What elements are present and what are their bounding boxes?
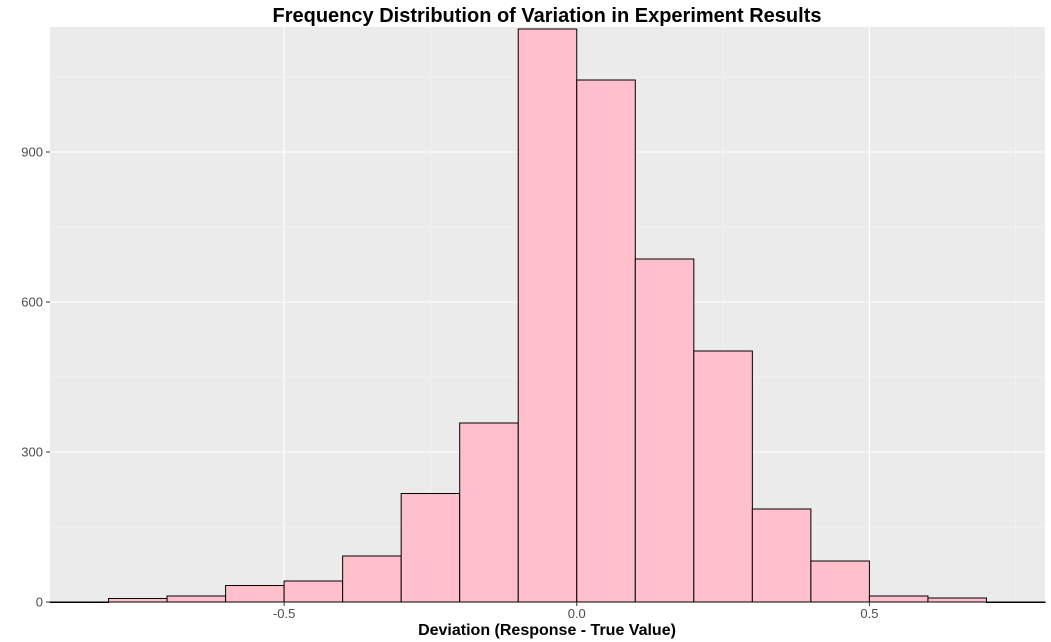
histogram-bar [751, 508, 812, 603]
histogram-bar [693, 350, 753, 603]
histogram-bar [400, 493, 461, 603]
chart-title: Frequency Distribution of Variation in E… [273, 5, 822, 27]
y-tick-label: 300 [21, 445, 43, 460]
histogram-bar [283, 580, 344, 603]
histogram-bars [49, 28, 1046, 603]
x-tick-label: 0.5 [860, 606, 878, 621]
histogram-bar [634, 258, 695, 603]
x-axis-title: Deviation (Response - True Value) [418, 622, 676, 639]
histogram-bar [927, 597, 987, 603]
y-tick-label: 0 [36, 595, 43, 610]
histogram-bar [810, 560, 870, 603]
histogram-bar [868, 595, 929, 603]
histogram-bar [49, 601, 110, 603]
x-tick-label: 0.0 [568, 606, 586, 621]
histogram-bar [342, 555, 402, 603]
histogram-bar [459, 422, 519, 603]
x-tick-label: -0.5 [273, 606, 295, 621]
histogram-bar [166, 595, 227, 603]
histogram-bar [517, 28, 578, 603]
y-tick-label: 600 [21, 295, 43, 310]
histogram-bar [108, 598, 168, 603]
histogram-bar [576, 79, 636, 603]
y-axis-ticks: 0 300 600 900 [21, 145, 50, 610]
histogram-bar [985, 601, 1046, 603]
y-tick-label: 900 [21, 145, 43, 160]
histogram-bar [225, 585, 285, 603]
x-axis-ticks: -0.5 0.0 0.5 [273, 602, 878, 621]
